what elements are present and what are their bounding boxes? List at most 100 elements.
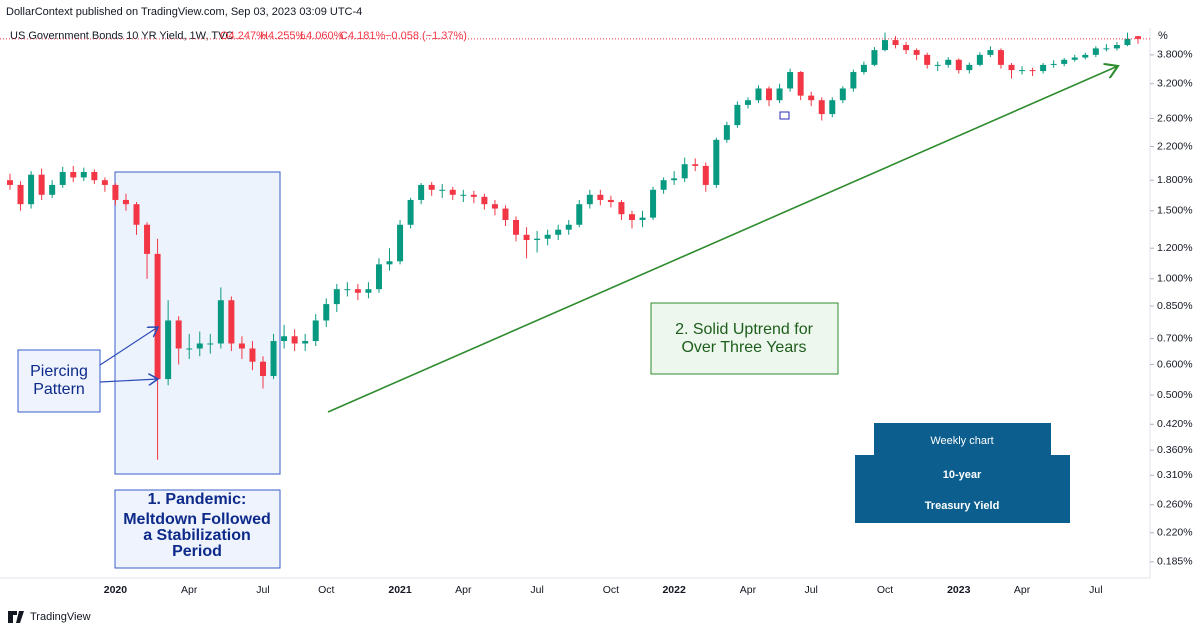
- badge-title: 10-year: [943, 469, 982, 481]
- candle-body: [196, 343, 203, 349]
- candle-body: [513, 219, 520, 235]
- badge-title: Treasury Yield: [925, 500, 1000, 512]
- candle-body: [955, 59, 962, 71]
- candle-body: [49, 184, 56, 195]
- candle-body: [207, 343, 214, 345]
- pandemic-label-box: [114, 489, 281, 569]
- candle-body: [1135, 36, 1141, 39]
- candle-body: [808, 95, 815, 101]
- candle-body: [154, 253, 161, 380]
- candle-body: [850, 72, 857, 89]
- candle-body: [681, 164, 688, 179]
- candle-body: [449, 189, 456, 195]
- y-tick-label: 0.700%: [1157, 332, 1193, 344]
- candle-body: [302, 341, 309, 344]
- badge-top: [874, 423, 1051, 458]
- marker-icon: [779, 111, 790, 120]
- candle-body: [59, 172, 66, 185]
- publisher: DollarContext published on TradingView.c…: [6, 6, 362, 18]
- uptrend-label: 2. Solid Uptrend for: [675, 321, 814, 338]
- candle-body: [17, 184, 24, 205]
- y-tick-label: 0.600%: [1157, 358, 1193, 370]
- candle-body: [839, 88, 846, 101]
- pandemic-label: Period: [172, 543, 222, 560]
- piercing-box: [17, 349, 101, 413]
- candle-body: [186, 348, 193, 350]
- pandemic-label: Meltdown Followed: [123, 511, 271, 528]
- candle-body: [1103, 48, 1110, 50]
- candle-body: [586, 194, 593, 205]
- candle-body: [660, 180, 667, 190]
- y-tick-label: 0.260%: [1157, 499, 1193, 511]
- candle-body: [639, 217, 646, 220]
- candle-body: [144, 224, 151, 254]
- candle-body: [829, 100, 836, 115]
- y-tick-label: 0.360%: [1157, 444, 1193, 456]
- candle-body: [618, 202, 625, 215]
- candle-body: [407, 199, 414, 225]
- candle-body: [734, 104, 741, 126]
- y-tick-label: 0.420%: [1157, 418, 1193, 430]
- candle-body: [270, 341, 277, 377]
- candle-body: [375, 264, 382, 290]
- candle-body: [418, 184, 425, 200]
- x-tick-label: Jul: [256, 584, 269, 596]
- candle-body: [776, 88, 783, 101]
- piercing-label: Piercing: [30, 363, 88, 380]
- candle-body: [91, 172, 98, 181]
- brand: TradingView: [30, 611, 91, 623]
- pandemic-box: [114, 171, 281, 475]
- x-tick-label: Oct: [318, 584, 334, 596]
- candle-body: [344, 289, 351, 291]
- candle-body: [460, 194, 467, 196]
- candle-body: [766, 88, 773, 101]
- candle-body: [165, 320, 172, 380]
- candle-body: [924, 54, 931, 65]
- candle-body: [544, 234, 551, 239]
- candle-body: [112, 184, 119, 200]
- ohlc-low: L4.060%: [300, 30, 344, 42]
- brand-logo: [8, 611, 24, 623]
- pandemic-label: a Stabilization: [143, 527, 251, 544]
- candle-body: [133, 204, 140, 225]
- candle-body: [818, 100, 825, 115]
- candle-body: [892, 40, 899, 46]
- ohlc-change: −0.058 (−1.37%): [385, 30, 467, 42]
- candle-body: [607, 199, 614, 203]
- candle-body: [439, 189, 446, 191]
- candle-body: [249, 348, 256, 362]
- candle-body: [976, 54, 983, 65]
- badge-subtitle: Weekly chart: [930, 435, 993, 447]
- piercing-arrow: [99, 379, 158, 382]
- candle-body: [945, 59, 952, 65]
- y-tick-label: 2.200%: [1157, 140, 1193, 152]
- candle-body: [122, 199, 129, 205]
- candle-body: [1071, 57, 1078, 60]
- candle-body: [1008, 64, 1015, 71]
- candle-body: [38, 174, 45, 195]
- candle-body: [903, 45, 910, 51]
- candle-body: [386, 261, 393, 265]
- candle-body: [755, 88, 762, 101]
- candle-body: [491, 204, 498, 209]
- piercing-label: Pattern: [33, 381, 85, 398]
- candle-body: [555, 229, 562, 235]
- candle-body: [365, 289, 372, 293]
- candle-body: [228, 300, 235, 344]
- candle-body: [333, 289, 340, 305]
- candle-body: [628, 214, 635, 220]
- candle-body: [987, 50, 994, 55]
- candle-body: [1061, 59, 1068, 64]
- y-tick-label: 1.200%: [1157, 242, 1193, 254]
- x-tick-label: Oct: [603, 584, 619, 596]
- candle-body: [1040, 64, 1047, 72]
- candle-body: [934, 64, 941, 66]
- candle-body: [713, 139, 720, 185]
- y-tick-label: 0.500%: [1157, 389, 1193, 401]
- candle-body: [997, 50, 1004, 65]
- candle-body: [260, 361, 267, 377]
- candle-body: [291, 336, 298, 344]
- candle-body: [1050, 63, 1057, 65]
